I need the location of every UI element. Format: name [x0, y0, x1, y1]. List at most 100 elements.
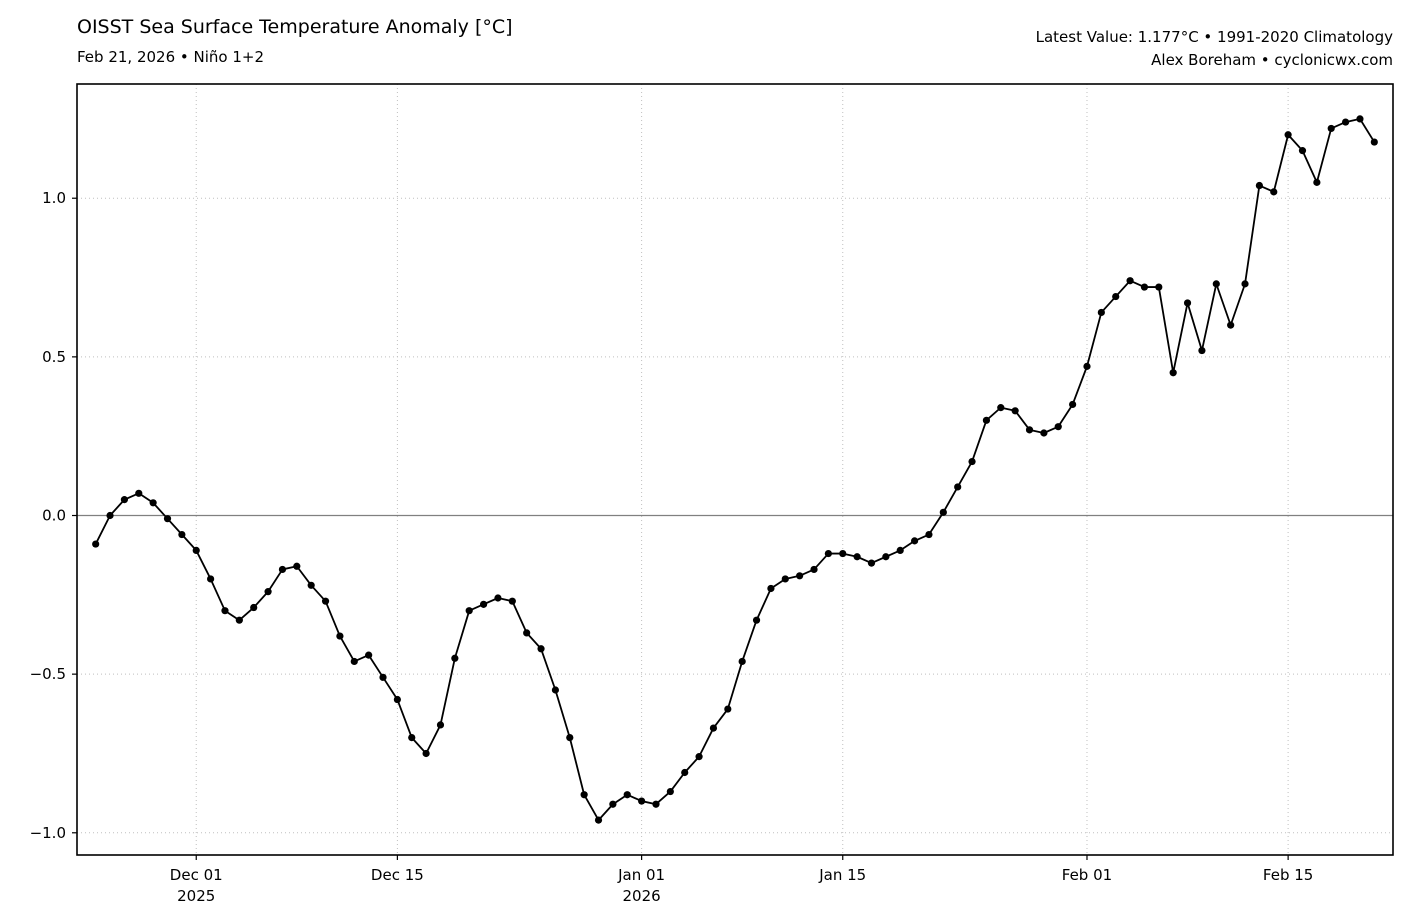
- chart-subtitle: Feb 21, 2026 • Niño 1+2: [77, 48, 265, 66]
- data-point: [968, 457, 976, 466]
- data-point: [738, 657, 746, 666]
- data-point: [1284, 131, 1292, 139]
- data-point: [1241, 280, 1249, 288]
- data-point: [192, 546, 200, 555]
- data-point: [350, 657, 358, 666]
- data-point: [1313, 178, 1321, 186]
- data-point: [508, 597, 516, 605]
- data-point: [207, 575, 215, 583]
- data-point: [638, 797, 646, 805]
- data-point: [767, 584, 775, 593]
- data-point: [709, 724, 718, 732]
- data-point: [810, 565, 818, 574]
- data-point: [1356, 115, 1364, 123]
- data-point: [1040, 429, 1048, 437]
- data-point: [451, 654, 459, 662]
- data-point: [149, 499, 157, 507]
- axis-tick-labels: −1.0 −0.5 0.0 0.5 1.0 Dec 01 2025 Dec 15 Jan 01 2…: [30, 189, 1314, 905]
- data-point: [1212, 280, 1220, 288]
- data-point: [1140, 283, 1149, 291]
- data-point: [250, 603, 258, 612]
- data-point: [1011, 407, 1019, 415]
- data-point: [1198, 346, 1206, 355]
- data-point: [609, 800, 617, 808]
- data-point: [235, 616, 243, 624]
- data-point: [1327, 124, 1335, 133]
- data-point: [1370, 138, 1378, 146]
- data-point: [839, 549, 847, 558]
- x-axis-tick-label: Feb 15: [1263, 866, 1313, 884]
- data-point: [92, 540, 100, 548]
- data-point: [523, 629, 531, 637]
- data-point: [752, 616, 761, 624]
- data-point: [278, 565, 287, 574]
- axis-ticks: [72, 197, 1289, 860]
- data-point: [1112, 292, 1120, 301]
- data-point: [925, 530, 933, 539]
- x-axis-tick-label: Jan 15: [818, 866, 866, 884]
- data-point: [1298, 147, 1307, 155]
- data-point: [1341, 118, 1350, 126]
- data-point: [221, 607, 229, 615]
- data-point: [1083, 362, 1091, 370]
- y-axis-tick-label: 0.0: [42, 507, 66, 525]
- x-axis-tick-year-label: 2026: [623, 887, 661, 905]
- plot-frame: [76, 83, 1394, 856]
- data-point: [896, 546, 904, 555]
- data-point: [436, 721, 445, 729]
- x-axis-tick-label: Feb 01: [1062, 866, 1112, 884]
- y-axis-tick-label: 1.0: [42, 189, 66, 207]
- data-point: [910, 537, 919, 545]
- data-points: [92, 115, 1378, 824]
- data-point: [264, 588, 272, 596]
- data-point: [724, 705, 732, 713]
- data-point: [494, 594, 502, 602]
- anomaly-line: [94, 118, 1376, 821]
- data-point: [1069, 400, 1077, 409]
- data-point: [106, 511, 114, 520]
- data-point: [1126, 277, 1134, 285]
- x-axis-tick-label: Dec 15: [371, 866, 424, 884]
- data-point: [954, 483, 962, 491]
- data-point: [1270, 188, 1278, 196]
- data-point: [537, 645, 545, 653]
- data-point: [867, 559, 876, 567]
- data-point: [853, 553, 861, 561]
- data-point: [566, 734, 574, 742]
- x-axis-tick-label: Dec 01: [170, 866, 223, 884]
- data-point: [178, 530, 186, 539]
- data-point: [824, 549, 832, 558]
- data-point: [1155, 283, 1163, 291]
- x-axis-tick-year-label: 2025: [177, 887, 215, 905]
- data-point: [379, 673, 387, 681]
- data-point: [336, 632, 344, 640]
- data-point: [1054, 423, 1062, 431]
- y-axis-tick-label: 0.5: [42, 348, 66, 366]
- data-point: [695, 753, 703, 761]
- data-point: [623, 791, 631, 799]
- data-point: [997, 404, 1005, 412]
- data-point: [1255, 181, 1263, 190]
- x-axis-tick-label: Jan 01: [617, 866, 665, 884]
- data-point: [666, 787, 674, 796]
- data-point: [163, 515, 172, 523]
- data-point: [120, 496, 129, 504]
- data-point: [1227, 321, 1235, 329]
- y-axis-tick-label: −0.5: [30, 665, 66, 683]
- data-point: [1169, 369, 1177, 377]
- data-point: [1097, 308, 1105, 317]
- data-point: [1025, 426, 1034, 434]
- chart-gridlines: [77, 84, 1393, 855]
- y-axis-tick-label: −1.0: [30, 824, 66, 842]
- data-point: [781, 575, 789, 583]
- data-point: [652, 800, 660, 808]
- data-point: [293, 562, 301, 570]
- data-point: [307, 581, 315, 589]
- data-point: [982, 416, 991, 424]
- data-point: [479, 600, 488, 608]
- data-point: [135, 489, 143, 497]
- data-point: [939, 508, 947, 516]
- data-point: [1183, 299, 1192, 307]
- credit-annotation: Alex Boreham • cyclonicwx.com: [1151, 51, 1393, 69]
